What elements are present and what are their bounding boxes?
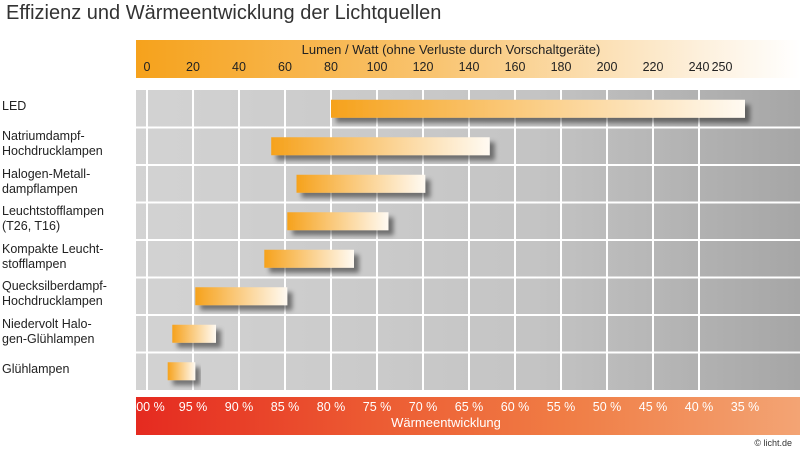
- category-label: Quecksilberdampf- Hochdrucklampen: [2, 279, 107, 309]
- top-tick-label: 200: [596, 60, 618, 74]
- bottom-tick-label: 80 %: [316, 400, 346, 414]
- top-tick-label: 120: [412, 60, 434, 74]
- credit-text: © licht.de: [754, 438, 792, 448]
- bottom-tick-label: 85 %: [270, 400, 300, 414]
- category-label: Leuchtstofflampen (T26, T16): [2, 204, 104, 234]
- bottom-tick-label: 50 %: [592, 400, 622, 414]
- category-label: Natriumdampf- Hochdrucklampen: [2, 129, 103, 159]
- category-label: Glühlampen: [2, 361, 70, 376]
- top-tick-label: 60: [278, 60, 292, 74]
- range-bar: [195, 287, 288, 306]
- bottom-tick-label: 70 %: [408, 400, 438, 414]
- bottom-tick-label: 40 %: [684, 400, 714, 414]
- top-tick-label: 140: [458, 60, 480, 74]
- bottom-axis-band: [136, 397, 800, 435]
- bottom-tick-label: 45 %: [638, 400, 668, 414]
- bottom-tick-label: 100 %: [129, 400, 165, 414]
- top-tick-label: 160: [504, 60, 526, 74]
- category-label: Niedervolt Halo- gen-Glühlampen: [2, 316, 95, 346]
- category-label: Halogen-Metall- dampflampen: [2, 166, 91, 196]
- top-tick-label: 220: [642, 60, 664, 74]
- bottom-tick-label: 60 %: [500, 400, 530, 414]
- bottom-axis-label: Wärmeentwicklung: [391, 415, 501, 430]
- top-tick-label: 80: [324, 60, 338, 74]
- top-tick-label: 0: [143, 60, 151, 74]
- top-tick-label: 40: [232, 60, 246, 74]
- chart-title: Effizienz und Wärmeentwicklung der Licht…: [6, 2, 442, 24]
- range-bar: [172, 324, 216, 343]
- range-bar: [271, 137, 490, 156]
- bottom-tick-label: 95 %: [178, 400, 208, 414]
- top-tick-label: 240: [688, 60, 710, 74]
- top-tick-label: 180: [550, 60, 572, 74]
- bottom-tick-label: 65 %: [454, 400, 484, 414]
- range-bar: [296, 174, 426, 193]
- category-label: LED: [2, 99, 27, 114]
- range-bar: [287, 212, 389, 231]
- top-tick-label: 100: [366, 60, 388, 74]
- bottom-tick-label: 75 %: [362, 400, 392, 414]
- bottom-tick-label: 55 %: [546, 400, 576, 414]
- top-axis-band: [136, 40, 800, 78]
- range-bar: [264, 249, 354, 268]
- range-bar: [331, 99, 745, 118]
- top-tick-label: 20: [186, 60, 200, 74]
- bottom-tick-label: 35 %: [730, 400, 760, 414]
- top-tick-label: 250: [711, 60, 733, 74]
- bottom-tick-label: 90 %: [224, 400, 254, 414]
- top-axis-label: Lumen / Watt (ohne Verluste durch Vorsch…: [301, 42, 601, 57]
- range-bar: [167, 362, 196, 381]
- category-label: Kompakte Leucht- stofflampen: [2, 241, 104, 271]
